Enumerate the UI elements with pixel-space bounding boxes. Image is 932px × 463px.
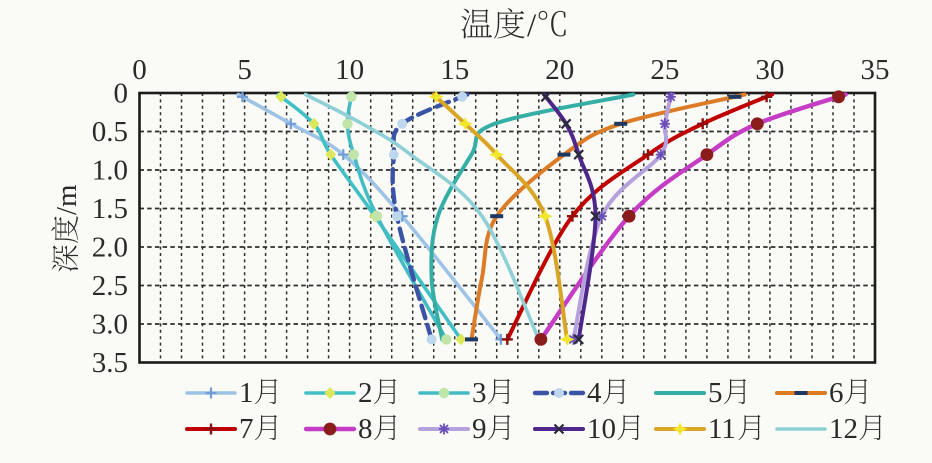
svg-text:10: 10	[335, 54, 364, 86]
svg-text:30: 30	[755, 54, 784, 86]
svg-text:1: 1	[239, 377, 254, 409]
svg-text:2: 2	[358, 377, 373, 409]
svg-text:4: 4	[587, 377, 602, 409]
svg-text:2.0: 2.0	[92, 232, 128, 264]
svg-text:0.5: 0.5	[92, 116, 128, 148]
svg-text:25: 25	[650, 54, 679, 86]
svg-text:20: 20	[545, 54, 574, 86]
svg-text:/: /	[527, 8, 537, 44]
svg-text:0: 0	[132, 54, 147, 86]
svg-text:3: 3	[472, 377, 487, 409]
svg-text:12: 12	[829, 413, 858, 445]
svg-text:15: 15	[440, 54, 469, 86]
svg-text:7: 7	[239, 413, 254, 445]
svg-text:6: 6	[829, 377, 844, 409]
svg-text:10: 10	[587, 413, 616, 445]
svg-text:3.5: 3.5	[92, 347, 128, 379]
svg-text:2.5: 2.5	[92, 270, 128, 302]
svg-text:5: 5	[237, 54, 252, 86]
svg-text:0: 0	[114, 78, 129, 110]
svg-text:3.0: 3.0	[92, 309, 128, 341]
svg-text:1.0: 1.0	[92, 155, 128, 187]
svg-text:11: 11	[708, 413, 736, 445]
svg-text:8: 8	[358, 413, 373, 445]
svg-text:1.5: 1.5	[92, 193, 128, 225]
svg-text:35: 35	[861, 54, 890, 86]
svg-text:5: 5	[708, 377, 723, 409]
svg-text:/m: /m	[51, 184, 83, 215]
svg-text:9: 9	[472, 413, 487, 445]
